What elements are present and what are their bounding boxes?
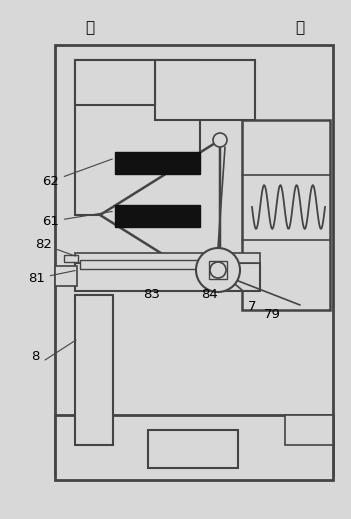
Bar xyxy=(80,260,210,269)
Text: 7: 7 xyxy=(248,300,256,313)
Bar xyxy=(115,152,200,174)
Text: 后: 后 xyxy=(296,20,305,35)
Bar xyxy=(242,120,330,310)
Bar xyxy=(155,60,255,120)
Bar xyxy=(115,205,200,227)
Bar xyxy=(75,263,260,291)
Text: 82: 82 xyxy=(35,238,75,256)
Bar xyxy=(148,430,238,468)
Text: 前: 前 xyxy=(85,20,94,35)
Text: 83: 83 xyxy=(144,288,160,301)
Bar xyxy=(209,261,227,279)
Bar xyxy=(55,45,333,475)
Bar xyxy=(285,415,333,445)
Circle shape xyxy=(213,133,227,147)
Text: 79: 79 xyxy=(264,308,280,321)
Bar xyxy=(55,266,77,286)
Bar xyxy=(55,415,333,480)
Bar xyxy=(64,255,78,262)
Polygon shape xyxy=(100,140,220,290)
Bar xyxy=(75,60,200,215)
Text: 84: 84 xyxy=(201,288,218,301)
Bar xyxy=(75,60,155,105)
Text: 8: 8 xyxy=(31,350,39,363)
Circle shape xyxy=(210,262,226,278)
Bar xyxy=(75,295,113,445)
Text: 61: 61 xyxy=(42,211,112,228)
Text: 62: 62 xyxy=(42,159,112,188)
Text: 81: 81 xyxy=(28,270,75,285)
Bar xyxy=(75,253,260,263)
Circle shape xyxy=(196,248,240,292)
